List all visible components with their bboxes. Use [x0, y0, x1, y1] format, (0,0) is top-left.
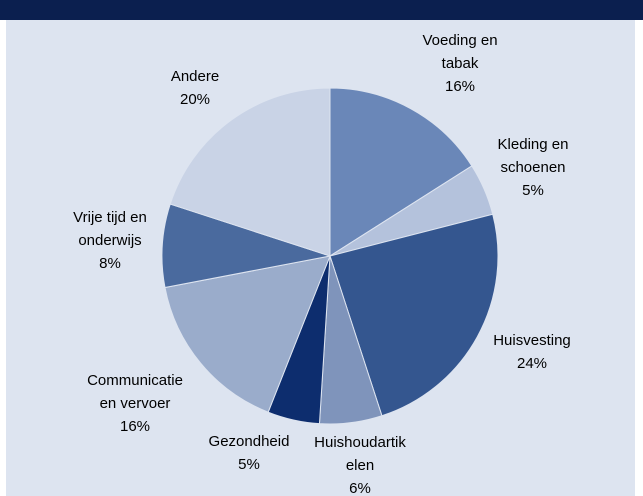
pie-slice	[164, 255, 331, 413]
value-label: 24%	[516, 355, 548, 372]
slice-label: Huishoudartik elen 6%	[314, 431, 406, 496]
slice-label: Communicatie en vervoer 16%	[87, 369, 183, 438]
category-name: Communicatie en vervoer	[87, 372, 183, 412]
category-name: Gezondheid	[208, 433, 290, 450]
category-name: Andere	[170, 68, 220, 85]
pie-slice	[329, 87, 473, 257]
value-label: 8%	[99, 255, 121, 272]
slice-label: Andere 20%	[171, 65, 219, 111]
value-label: 5%	[238, 456, 260, 473]
category-name: Kleding en schoenen	[497, 136, 569, 176]
pie-slice	[169, 87, 331, 257]
category-name: Vrije tijd en onderwijs	[73, 209, 147, 249]
value-label: 16%	[119, 418, 151, 435]
slice-label: Gezondheid 5%	[209, 430, 290, 476]
pie-slice	[329, 213, 499, 417]
slice-label: Kleding en schoenen 5%	[498, 133, 569, 202]
category-name: Huishoudartik elen	[314, 434, 406, 474]
value-label: 5%	[522, 182, 544, 199]
slice-label: Vrije tijd en onderwijs 8%	[73, 206, 147, 275]
value-label: 6%	[349, 480, 371, 496]
header-bar	[0, 0, 643, 20]
slice-label: Voeding en tabak 16%	[422, 29, 497, 98]
slice-label: Huisvesting 24%	[493, 329, 571, 375]
value-label: 20%	[179, 91, 211, 108]
category-name: Voeding en tabak	[422, 32, 498, 72]
category-name: Huisvesting	[493, 332, 571, 349]
value-label: 16%	[444, 78, 476, 95]
